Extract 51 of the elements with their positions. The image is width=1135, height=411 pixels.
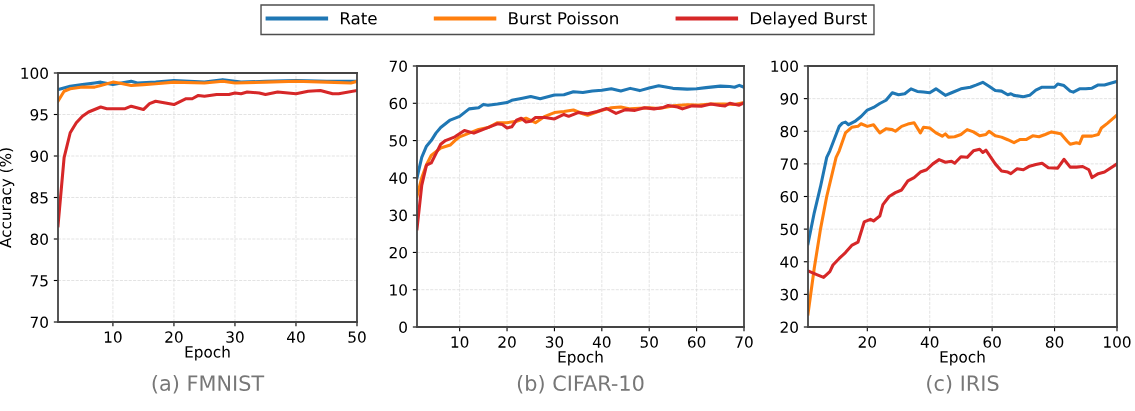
x-tick-label: 30 bbox=[545, 336, 564, 348]
text: (c) IRIS bbox=[927, 374, 999, 394]
y-tick-label: 10 bbox=[390, 284, 407, 296]
x-tick-label: 40 bbox=[920, 336, 939, 348]
y-tick-label: 70 bbox=[780, 158, 798, 170]
y-tick-label: 70 bbox=[30, 316, 48, 329]
x-tick-label: 10 bbox=[104, 331, 122, 343]
y-tick-label: 20 bbox=[780, 321, 798, 334]
x-axis-title: Epoch bbox=[558, 350, 603, 366]
x-tick-label: 100 bbox=[1104, 336, 1131, 348]
x-tick-label: 20 bbox=[165, 331, 183, 343]
y-tick-label: 100 bbox=[21, 67, 48, 80]
y-tick-label: 60 bbox=[780, 190, 798, 203]
y-tick-label: 100 bbox=[771, 60, 798, 73]
y-tick-label: 20 bbox=[389, 246, 407, 259]
y-tick-label: 95 bbox=[30, 108, 48, 121]
y-tick-label: 60 bbox=[389, 97, 407, 110]
x-axis-title: Epoch bbox=[940, 350, 985, 366]
y-tick-label: 70 bbox=[389, 60, 407, 73]
y-tick-label: 50 bbox=[780, 223, 798, 236]
x-tick-label: 80 bbox=[1045, 336, 1064, 348]
legend-label: Burst Poisson bbox=[509, 11, 618, 25]
y-axis-title: Accuracy (%) bbox=[0, 148, 15, 248]
x-tick-label: 40 bbox=[592, 336, 611, 348]
y-tick-label: 75 bbox=[30, 275, 48, 287]
x-tick-label: 40 bbox=[287, 331, 305, 343]
y-tick-label: 90 bbox=[780, 93, 798, 105]
x-tick-label: 30 bbox=[226, 331, 244, 343]
x-tick-label: 50 bbox=[640, 336, 658, 348]
y-tick-label: 90 bbox=[30, 150, 48, 163]
y-tick-label: 0 bbox=[399, 321, 407, 334]
legend-label: Rate bbox=[340, 12, 377, 25]
y-tick-label: 30 bbox=[389, 209, 407, 222]
y-tick-label: 30 bbox=[780, 288, 798, 301]
x-tick-label: 50 bbox=[348, 331, 366, 343]
x-tick-label: 10 bbox=[451, 336, 469, 348]
y-tick-label: 80 bbox=[30, 233, 48, 246]
text: (a) FMNIST bbox=[152, 374, 265, 394]
text: (b) CIFAR-10 bbox=[517, 374, 644, 394]
y-tick-label: 50 bbox=[389, 135, 407, 147]
y-tick-label: 40 bbox=[780, 256, 798, 268]
y-tick-label: 40 bbox=[389, 172, 407, 184]
legend-label: Delayed Burst bbox=[750, 11, 867, 28]
x-axis-title: Epoch bbox=[185, 345, 230, 361]
x-tick-label: 20 bbox=[498, 336, 516, 348]
x-tick-label: 60 bbox=[687, 336, 706, 348]
x-tick-label: 70 bbox=[735, 336, 753, 348]
x-tick-label: 60 bbox=[983, 336, 1001, 348]
y-tick-label: 85 bbox=[30, 191, 48, 204]
y-tick-label: 80 bbox=[780, 125, 798, 138]
x-tick-label: 20 bbox=[858, 336, 877, 348]
